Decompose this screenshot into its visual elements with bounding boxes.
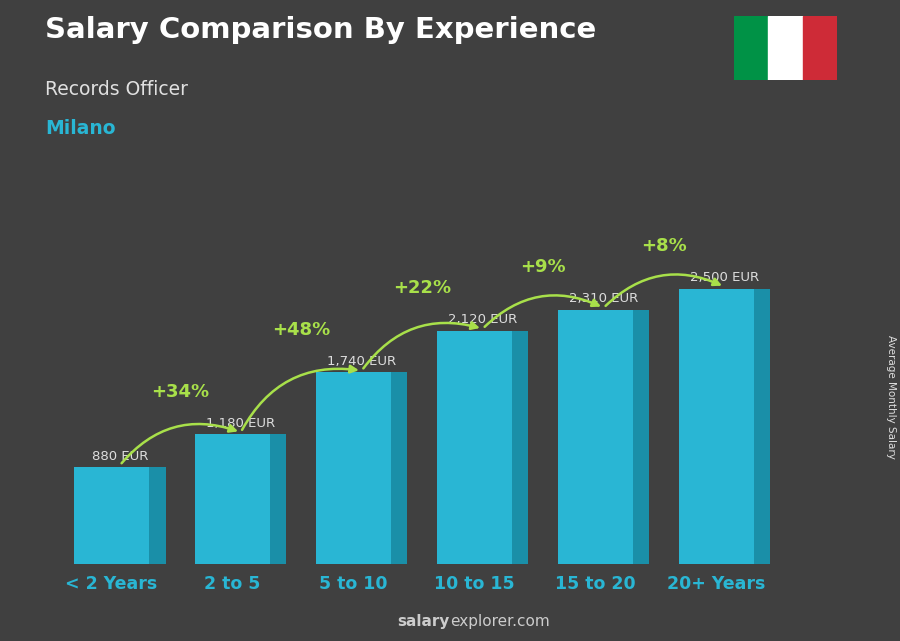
Polygon shape bbox=[149, 467, 166, 564]
Text: Records Officer: Records Officer bbox=[45, 80, 188, 99]
Polygon shape bbox=[633, 310, 650, 564]
Text: 880 EUR: 880 EUR bbox=[92, 450, 148, 463]
Polygon shape bbox=[391, 372, 408, 564]
Polygon shape bbox=[512, 331, 528, 564]
Text: +8%: +8% bbox=[641, 237, 687, 255]
Text: +34%: +34% bbox=[151, 383, 210, 401]
Text: salary: salary bbox=[398, 615, 450, 629]
Text: 2,120 EUR: 2,120 EUR bbox=[448, 313, 518, 326]
Polygon shape bbox=[754, 288, 770, 564]
Text: Average Monthly Salary: Average Monthly Salary bbox=[886, 335, 896, 460]
Text: +22%: +22% bbox=[393, 279, 451, 297]
Bar bbox=[436, 331, 512, 564]
Bar bbox=[679, 288, 754, 564]
Text: 1,740 EUR: 1,740 EUR bbox=[327, 355, 396, 368]
Text: 2,310 EUR: 2,310 EUR bbox=[569, 292, 638, 305]
Bar bbox=[195, 434, 270, 564]
Bar bbox=[734, 16, 768, 80]
Bar bbox=[316, 372, 391, 564]
Text: 1,180 EUR: 1,180 EUR bbox=[206, 417, 275, 430]
Text: 2,500 EUR: 2,500 EUR bbox=[690, 271, 759, 285]
Text: Salary Comparison By Experience: Salary Comparison By Experience bbox=[45, 16, 596, 44]
Bar bbox=[803, 16, 837, 80]
Text: Milano: Milano bbox=[45, 119, 115, 138]
Bar bbox=[558, 310, 633, 564]
Text: +48%: +48% bbox=[272, 321, 330, 339]
Bar bbox=[74, 467, 149, 564]
Text: explorer.com: explorer.com bbox=[450, 615, 550, 629]
Bar bbox=[768, 16, 803, 80]
Text: +9%: +9% bbox=[520, 258, 566, 276]
Polygon shape bbox=[270, 434, 286, 564]
